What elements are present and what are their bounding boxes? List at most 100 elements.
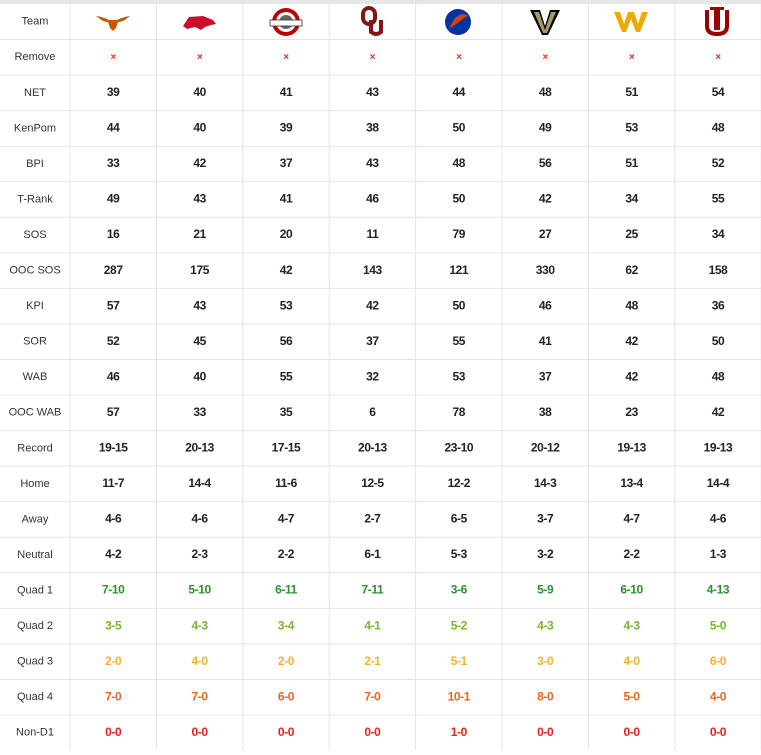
cell-value: 3-6 (451, 583, 468, 597)
cell-value: 0-0 (710, 725, 727, 739)
cell-value: 42 (366, 298, 379, 312)
cell-value: 14-4 (188, 476, 211, 490)
row-label: Home (20, 478, 49, 490)
remove-button[interactable]: × (110, 52, 116, 63)
cell-value: 7-11 (362, 583, 384, 597)
cell-value: 13-4 (620, 476, 643, 490)
row-label: Quad 3 (17, 656, 53, 668)
cell-value: 40 (193, 121, 206, 135)
cell-value: 17-15 (272, 441, 301, 455)
row-label: KPI (26, 300, 44, 312)
cell-value: 4-0 (710, 689, 727, 703)
cell-value: 42 (625, 369, 638, 383)
row-label: SOR (23, 336, 47, 348)
row-label: WAB (23, 371, 48, 383)
cell-value: 62 (625, 263, 638, 277)
row-label: Remove (15, 51, 56, 63)
cell-value: 56 (280, 334, 293, 348)
cell-value: 49 (539, 121, 552, 135)
cell-value: 41 (280, 85, 293, 99)
cell-value: 6-5 (451, 512, 468, 526)
row-label: BPI (26, 158, 44, 170)
cell-value: 16 (107, 227, 120, 241)
cell-value: 53 (453, 369, 466, 383)
row-label: KenPom (14, 122, 56, 134)
logo-texas (96, 16, 130, 31)
cell-value: 3-0 (537, 654, 554, 668)
remove-button[interactable]: × (715, 52, 721, 63)
cell-value: 287 (104, 263, 124, 277)
cell-value: 53 (280, 298, 293, 312)
cell-value: 44 (453, 85, 466, 99)
cell-value: 12-2 (448, 476, 471, 490)
cell-value: 0-0 (537, 725, 554, 739)
header-label: Team (22, 16, 49, 28)
cell-value: 57 (107, 298, 120, 312)
cell-value: 46 (539, 298, 552, 312)
cell-value: 6 (369, 405, 376, 419)
row-label: Quad 2 (17, 620, 53, 632)
cell-value: 1-3 (710, 547, 727, 561)
cell-value: 20-13 (358, 441, 387, 455)
cell-value: 5-0 (710, 618, 727, 632)
remove-button[interactable]: × (370, 52, 376, 63)
cell-value: 43 (366, 85, 379, 99)
cell-value: 42 (712, 405, 725, 419)
cell-value: 0-0 (192, 725, 209, 739)
cell-value: 48 (453, 156, 466, 170)
cell-value: 3-5 (105, 618, 122, 632)
remove-button[interactable]: × (629, 52, 635, 63)
cell-value: 40 (193, 85, 206, 99)
remove-button[interactable]: × (456, 52, 462, 63)
cell-value: 45 (193, 334, 206, 348)
cell-value: 5-0 (624, 689, 641, 703)
cell-value: 51 (625, 85, 638, 99)
logo-oklahoma (361, 6, 383, 36)
cell-value: 54 (712, 85, 725, 99)
cell-value: 41 (539, 334, 552, 348)
cell-value: 25 (625, 227, 638, 241)
remove-button[interactable]: × (283, 52, 289, 63)
cell-value: 39 (107, 85, 120, 99)
cell-value: 11-7 (102, 476, 124, 490)
cell-value: 51 (625, 156, 638, 170)
cell-value: 330 (536, 263, 556, 277)
cell-value: 46 (107, 369, 120, 383)
cell-value: 4-6 (192, 512, 209, 526)
remove-button[interactable]: × (197, 52, 203, 63)
cell-value: 14-4 (707, 476, 730, 490)
cell-value: 2-0 (105, 654, 122, 668)
cell-value: 8-0 (537, 689, 554, 703)
cell-value: 5-2 (451, 618, 468, 632)
remove-button[interactable]: × (542, 52, 548, 63)
cell-value: 19-13 (704, 441, 733, 455)
cell-value: 4-13 (707, 583, 730, 597)
cell-value: 38 (366, 121, 379, 135)
cell-value: 0-0 (278, 725, 295, 739)
row-label: SOS (23, 229, 46, 241)
row-label: Record (17, 442, 52, 454)
cell-value: 2-1 (364, 654, 381, 668)
cell-value: 11-6 (275, 476, 297, 490)
logo-boise-state (445, 9, 471, 35)
cell-value: 43 (366, 156, 379, 170)
cell-value: 32 (366, 369, 379, 383)
cell-value: 4-2 (105, 547, 122, 561)
row-label: NET (24, 87, 46, 99)
cell-value: 50 (712, 334, 725, 348)
cell-value: 49 (107, 192, 120, 206)
cell-value: 14-3 (534, 476, 557, 490)
cell-value: 48 (539, 85, 552, 99)
cell-value: 42 (625, 334, 638, 348)
cell-value: 0-0 (624, 725, 641, 739)
cell-value: 46 (366, 192, 379, 206)
cell-value: 5-1 (451, 654, 468, 668)
cell-value: 20 (280, 227, 293, 241)
cell-value: 33 (107, 156, 120, 170)
cell-value: 5-10 (188, 583, 211, 597)
cell-value: 57 (107, 405, 120, 419)
cell-value: 4-3 (192, 618, 209, 632)
cell-value: 55 (453, 334, 466, 348)
cell-value: 3-4 (278, 618, 295, 632)
row-label: OOC SOS (9, 265, 60, 277)
